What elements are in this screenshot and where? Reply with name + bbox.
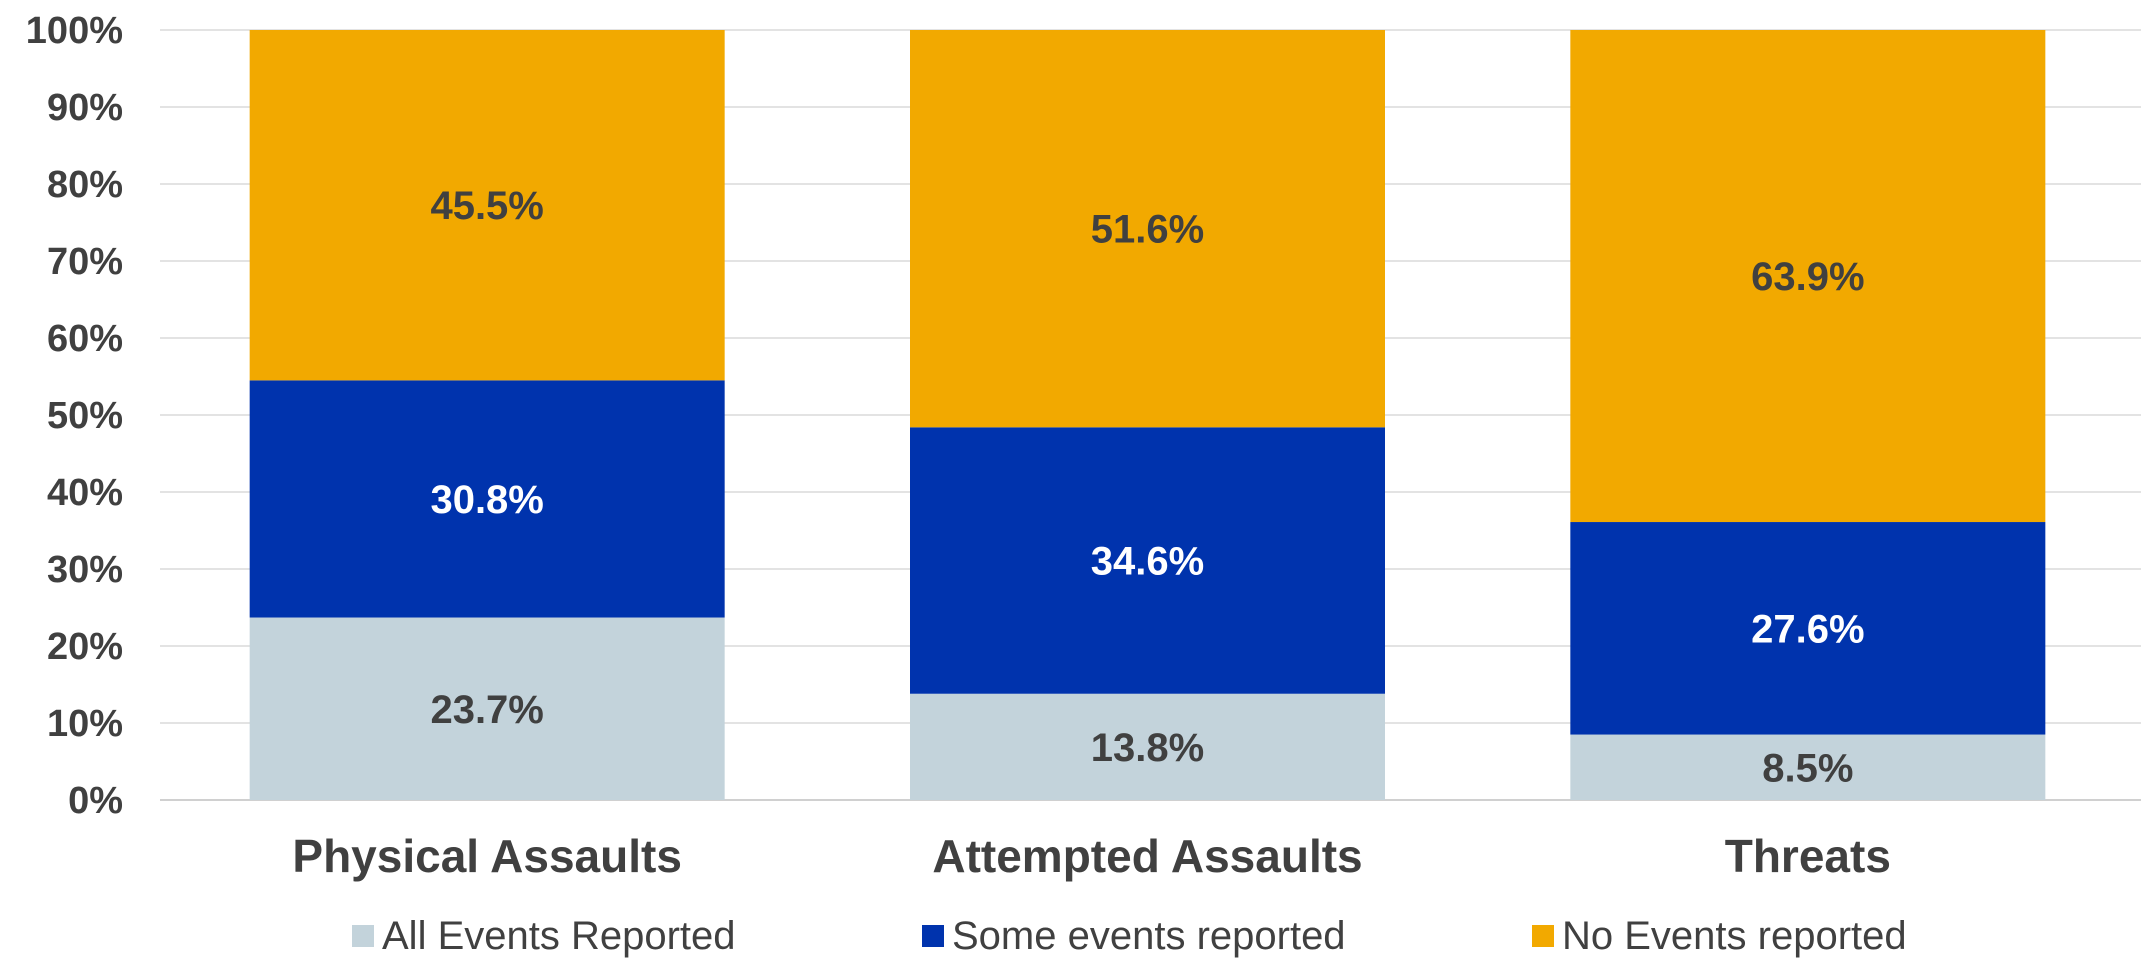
data-labels: 23.7% 30.8% 45.5% 13.8% 34.6% 51.6% 8.5% 27.6% 6… [430,184,1864,790]
bar-segment [1570,30,2046,523]
bar-segment [910,427,1385,694]
y-tick-label: 100% [26,10,123,52]
bar-segment [249,380,725,618]
data-label: 34.6% [1091,540,1204,584]
bar-segment [910,30,1385,428]
legend-item: Some events reported [922,912,1346,960]
y-tick-label: 40% [47,472,123,514]
bars [249,30,2046,800]
legend: All Events Reported Some events reported N… [0,912,2141,960]
y-tick-label: 10% [47,703,123,745]
y-tick-label: 80% [47,164,123,206]
legend-item: All Events Reported [352,912,736,960]
legend-swatch [922,925,944,947]
x-axis-categories: Physical Assaults Attempted Assaults Threa… [292,830,1891,882]
data-label: 30.8% [430,478,543,522]
data-label: 51.6% [1091,208,1204,252]
y-tick-label: 30% [47,549,123,591]
data-label: 63.9% [1751,255,1864,299]
bar-segment [249,30,725,381]
y-tick-label: 90% [47,87,123,129]
bar-segment [910,693,1385,800]
y-tick-label: 70% [47,241,123,283]
y-axis-ticks: 0% 10% 20% 30% 40% 50% 60% 70% 80% 90% 100% [26,10,123,822]
legend-swatch [1532,925,1554,947]
data-label: 13.8% [1091,726,1204,770]
y-tick-label: 60% [47,318,123,360]
bar-segment [1570,734,2046,800]
legend-swatch [352,925,374,947]
y-tick-label: 0% [68,780,123,822]
data-label: 27.6% [1751,607,1864,651]
legend-item: No Events reported [1532,912,1907,960]
legend-label: No Events reported [1562,913,1907,958]
category-label: Physical Assaults [292,830,682,882]
category-label: Attempted Assaults [932,830,1362,882]
legend-label: Some events reported [952,913,1346,958]
category-label: Threats [1725,830,1891,882]
data-label: 45.5% [430,184,543,228]
y-tick-label: 20% [47,626,123,668]
y-tick-label: 50% [47,395,123,437]
bar-segment [1570,522,2046,735]
legend-label: All Events Reported [382,913,736,958]
data-label: 8.5% [1762,746,1853,790]
data-label: 23.7% [430,688,543,732]
bar-segment [249,617,725,800]
